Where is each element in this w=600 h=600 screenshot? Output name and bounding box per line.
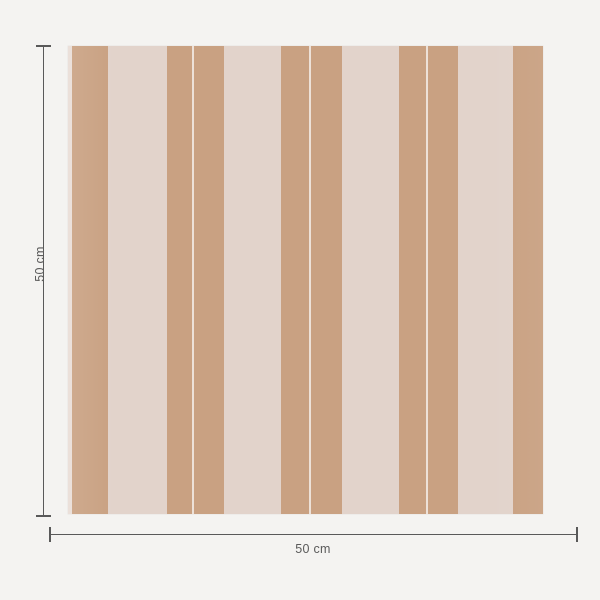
width-dimension-line [50, 534, 578, 536]
striped-fabric-swatch [68, 46, 543, 514]
width-dimension-cap-left [49, 527, 51, 542]
swatch-left-edge-highlight [68, 46, 72, 514]
stripe-3 [194, 46, 224, 514]
width-dimension-label: 50 cm [295, 542, 331, 556]
stripe-8 [513, 46, 543, 514]
seam-1 [192, 46, 194, 514]
height-dimension-cap-top [36, 45, 51, 47]
seam-2 [309, 46, 311, 514]
seam-3 [426, 46, 428, 514]
height-dimension-cap-bottom [36, 515, 51, 517]
stripe-6 [399, 46, 426, 514]
height-dimension-label: 50 cm [32, 246, 47, 282]
stripe-4 [281, 46, 309, 514]
height-dimension-line [43, 46, 45, 516]
width-dimension-cap-right [576, 527, 578, 542]
stripe-1 [72, 46, 108, 514]
stripe-7 [428, 46, 458, 514]
stripe-5 [311, 46, 342, 514]
stripe-2 [167, 46, 192, 514]
